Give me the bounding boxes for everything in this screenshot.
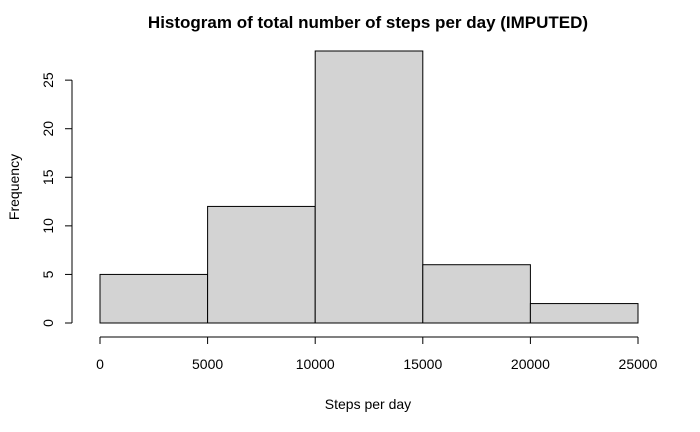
histogram-bar-3	[422, 264, 531, 324]
x-tick-label-1: 5000	[192, 356, 223, 372]
x-tick-label-5: 25000	[619, 356, 658, 372]
y-tick-label-3: 15	[40, 169, 56, 185]
x-axis-label: Steps per day	[325, 396, 411, 412]
x-tick-label-2: 10000	[296, 356, 335, 372]
histogram-bar-2	[314, 50, 424, 324]
x-tick-label-3: 15000	[403, 356, 442, 372]
x-tick-label-0: 0	[96, 356, 104, 372]
histogram-bar-4	[529, 303, 639, 324]
chart-title: Histogram of total number of steps per d…	[148, 13, 588, 32]
y-tick-label-0: 0	[40, 319, 56, 327]
histogram-bars	[99, 50, 639, 324]
histogram-bar-0	[99, 273, 209, 324]
y-axis: 0 5 10 15 20 25	[40, 72, 73, 327]
x-axis: 0 5000 10000 15000 20000 25000	[96, 336, 658, 372]
y-tick-label-1: 5	[40, 270, 56, 278]
y-tick-label-2: 10	[40, 218, 56, 234]
y-tick-label-5: 25	[40, 72, 56, 88]
histogram-bar-1	[207, 205, 316, 324]
y-axis-label: Frequency	[6, 154, 22, 220]
y-tick-label-4: 20	[40, 121, 56, 137]
x-tick-label-4: 20000	[511, 356, 550, 372]
